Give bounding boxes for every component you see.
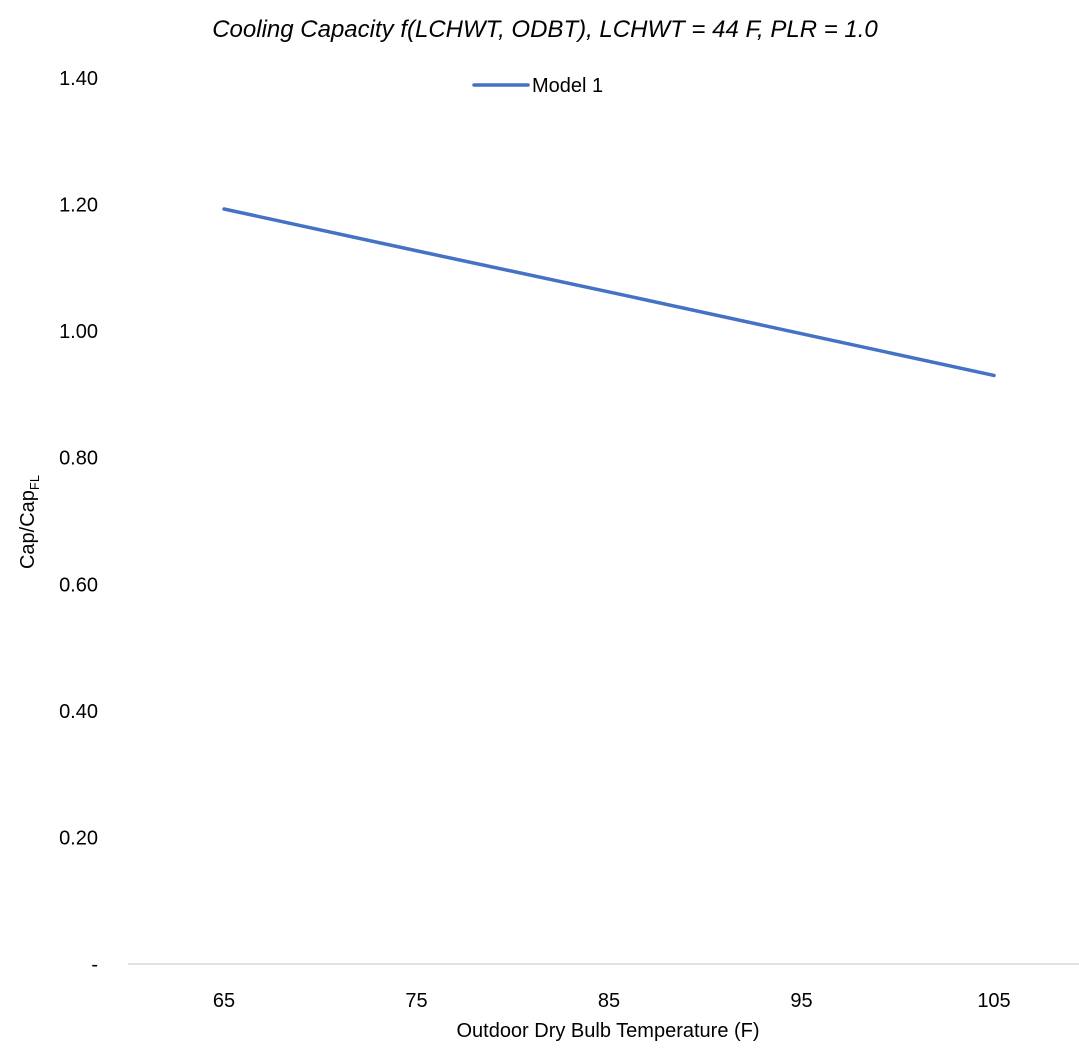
series-line-1 [222,207,996,378]
y-axis-title-subscript: FL [27,475,42,490]
legend: Model 1 [472,75,603,97]
legend-label-model-1: Model 1 [532,75,603,97]
y-tick-label: 1.00 [59,321,98,343]
y-axis-tick-labels: - 0.20 0.40 0.60 0.80 1.00 1.20 1.40 [59,68,98,976]
x-tick-label: 65 [213,990,235,1012]
y-tick-label: 0.20 [59,827,98,849]
y-tick-label: 0.60 [59,574,98,596]
y-tick-label: 1.40 [59,68,98,90]
x-tick-label: 85 [598,990,620,1012]
x-tick-label: 95 [790,990,812,1012]
y-axis-title: Cap/CapFL [17,475,42,569]
y-tick-label: 0.40 [59,701,98,723]
chart-title: Cooling Capacity f(LCHWT, ODBT), LCHWT =… [212,16,878,43]
y-tick-label: 1.20 [59,195,98,217]
x-tick-label: 105 [977,990,1010,1012]
y-tick-label: - [91,954,98,976]
y-tick-label: 0.80 [59,448,98,470]
series-layer [222,207,996,378]
x-tick-label: 75 [405,990,427,1012]
y-axis-title-main: Cap/Cap [17,490,39,569]
x-axis-title: Outdoor Dry Bulb Temperature (F) [456,1020,759,1042]
x-axis-tick-labels: 65 75 85 95 105 [213,990,1011,1012]
